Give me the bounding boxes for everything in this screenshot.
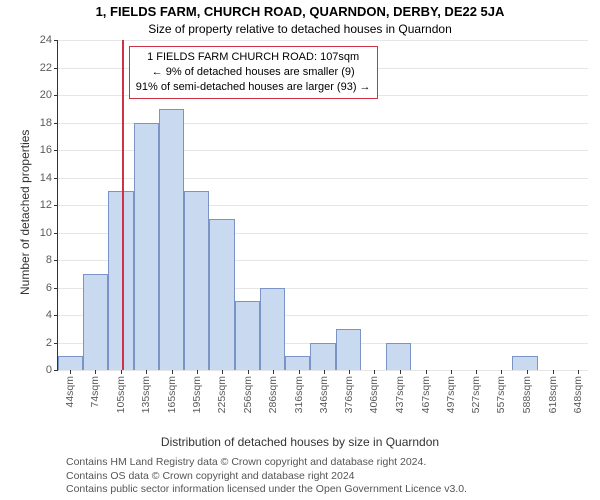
y-tick-mark	[54, 123, 58, 124]
x-tick-mark	[374, 370, 375, 374]
x-tick-label: 105sqm	[115, 376, 127, 413]
histogram-bar	[260, 288, 285, 371]
y-tick-mark	[54, 40, 58, 41]
x-tick-label: 527sqm	[470, 376, 482, 413]
x-tick-label: 44sqm	[64, 376, 76, 408]
x-tick-label: 376sqm	[343, 376, 355, 413]
y-tick-label: 4	[46, 309, 52, 321]
x-tick-label: 135sqm	[140, 376, 152, 413]
histogram-bar	[285, 356, 310, 370]
x-tick-label: 316sqm	[293, 376, 305, 413]
attribution-line2: Contains OS data © Crown copyright and d…	[66, 470, 467, 484]
y-tick-mark	[54, 370, 58, 371]
attribution-line3: Contains public sector information licen…	[66, 483, 467, 497]
x-tick-mark	[324, 370, 325, 374]
x-tick-label: 437sqm	[394, 376, 406, 413]
annotation-line1: 1 FIELDS FARM CHURCH ROAD: 107sqm	[136, 50, 371, 65]
gridline-horizontal	[58, 40, 588, 41]
x-tick-mark	[553, 370, 554, 374]
x-tick-mark	[273, 370, 274, 374]
y-tick-label: 22	[40, 62, 52, 74]
x-axis-label: Distribution of detached houses by size …	[0, 435, 600, 449]
x-tick-label: 286sqm	[267, 376, 279, 413]
x-tick-label: 648sqm	[572, 376, 584, 413]
x-tick-label: 225sqm	[216, 376, 228, 413]
x-tick-label: 588sqm	[521, 376, 533, 413]
x-tick-label: 195sqm	[191, 376, 203, 413]
histogram-bar	[184, 191, 209, 370]
chart-main-title: 1, FIELDS FARM, CHURCH ROAD, QUARNDON, D…	[0, 4, 600, 19]
y-tick-label: 24	[40, 34, 52, 46]
x-tick-label: 346sqm	[318, 376, 330, 413]
y-tick-label: 14	[40, 172, 52, 184]
histogram-bar	[209, 219, 234, 370]
y-tick-label: 0	[46, 364, 52, 376]
x-tick-mark	[146, 370, 147, 374]
histogram-bar	[336, 329, 361, 370]
y-tick-label: 6	[46, 282, 52, 294]
chart-sub-title: Size of property relative to detached ho…	[0, 22, 600, 36]
property-annotation-box: 1 FIELDS FARM CHURCH ROAD: 107sqm ← 9% o…	[129, 46, 378, 99]
x-tick-label: 467sqm	[420, 376, 432, 413]
y-tick-mark	[54, 343, 58, 344]
histogram-bar	[134, 123, 159, 371]
x-tick-mark	[400, 370, 401, 374]
x-tick-label: 256sqm	[242, 376, 254, 413]
annotation-line2: ← 9% of detached houses are smaller (9)	[136, 65, 371, 80]
histogram-bar	[235, 301, 260, 370]
y-tick-label: 8	[46, 254, 52, 266]
y-tick-mark	[54, 288, 58, 289]
x-tick-mark	[197, 370, 198, 374]
y-tick-mark	[54, 315, 58, 316]
y-tick-mark	[54, 233, 58, 234]
x-tick-mark	[349, 370, 350, 374]
annotation-line3: 91% of semi-detached houses are larger (…	[136, 80, 371, 95]
y-tick-label: 10	[40, 227, 52, 239]
y-tick-mark	[54, 68, 58, 69]
histogram-bar	[58, 356, 83, 370]
x-tick-mark	[121, 370, 122, 374]
x-tick-mark	[299, 370, 300, 374]
histogram-bar	[83, 274, 108, 370]
histogram-bar	[159, 109, 184, 370]
y-tick-mark	[54, 178, 58, 179]
x-tick-label: 557sqm	[495, 376, 507, 413]
y-tick-label: 18	[40, 117, 52, 129]
x-tick-mark	[70, 370, 71, 374]
y-tick-mark	[54, 150, 58, 151]
histogram-bar	[386, 343, 411, 371]
histogram-bar	[310, 343, 335, 371]
x-tick-mark	[426, 370, 427, 374]
y-tick-label: 16	[40, 144, 52, 156]
x-tick-mark	[527, 370, 528, 374]
property-marker-line	[122, 40, 124, 370]
histogram-bar	[512, 356, 537, 370]
x-tick-label: 406sqm	[368, 376, 380, 413]
x-tick-mark	[248, 370, 249, 374]
y-tick-label: 2	[46, 337, 52, 349]
x-tick-label: 497sqm	[445, 376, 457, 413]
x-tick-label: 74sqm	[89, 376, 101, 408]
y-axis-label: Number of detached properties	[18, 130, 32, 295]
x-tick-mark	[501, 370, 502, 374]
x-tick-mark	[95, 370, 96, 374]
y-tick-mark	[54, 205, 58, 206]
x-tick-mark	[222, 370, 223, 374]
y-tick-mark	[54, 95, 58, 96]
x-tick-mark	[172, 370, 173, 374]
x-tick-mark	[451, 370, 452, 374]
attribution-line1: Contains HM Land Registry data © Crown c…	[66, 456, 467, 470]
y-tick-mark	[54, 260, 58, 261]
attribution-text: Contains HM Land Registry data © Crown c…	[66, 456, 467, 497]
x-tick-mark	[578, 370, 579, 374]
x-tick-label: 165sqm	[166, 376, 178, 413]
x-tick-mark	[476, 370, 477, 374]
y-tick-label: 12	[40, 199, 52, 211]
y-tick-label: 20	[40, 89, 52, 101]
x-tick-label: 618sqm	[547, 376, 559, 413]
